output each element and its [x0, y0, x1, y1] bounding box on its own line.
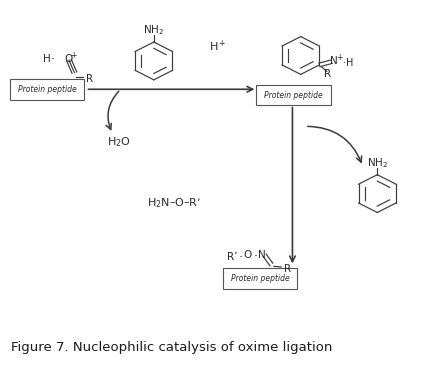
Text: +: + — [336, 53, 343, 62]
Text: R: R — [85, 74, 93, 84]
Text: O: O — [244, 251, 252, 261]
Text: ·H: ·H — [343, 58, 353, 69]
Text: NH$_2$: NH$_2$ — [143, 23, 164, 37]
Text: Figure 7. Nucleophilic catalysis of oxime ligation: Figure 7. Nucleophilic catalysis of oxim… — [11, 341, 333, 354]
Text: R: R — [324, 69, 331, 79]
Text: O: O — [64, 54, 72, 64]
FancyBboxPatch shape — [224, 269, 297, 289]
FancyBboxPatch shape — [256, 85, 330, 105]
Text: NH$_2$: NH$_2$ — [367, 156, 388, 170]
Text: ·: · — [254, 249, 258, 263]
Text: ·: · — [51, 54, 54, 66]
Text: +: + — [71, 51, 77, 60]
Text: N: N — [258, 251, 265, 261]
Text: R: R — [284, 264, 291, 274]
Text: H$_2$N–O–R’: H$_2$N–O–R’ — [147, 196, 202, 210]
Text: H$^+$: H$^+$ — [209, 39, 227, 54]
Text: N: N — [330, 56, 338, 66]
Text: Protein peptide: Protein peptide — [231, 274, 290, 283]
Text: Protein peptide: Protein peptide — [264, 91, 323, 100]
Text: R’: R’ — [227, 252, 238, 262]
Text: H: H — [43, 54, 51, 64]
Text: ·: · — [239, 251, 243, 265]
Text: Protein peptide: Protein peptide — [18, 85, 77, 94]
Text: H$_2$O: H$_2$O — [107, 135, 131, 148]
FancyBboxPatch shape — [10, 79, 84, 100]
